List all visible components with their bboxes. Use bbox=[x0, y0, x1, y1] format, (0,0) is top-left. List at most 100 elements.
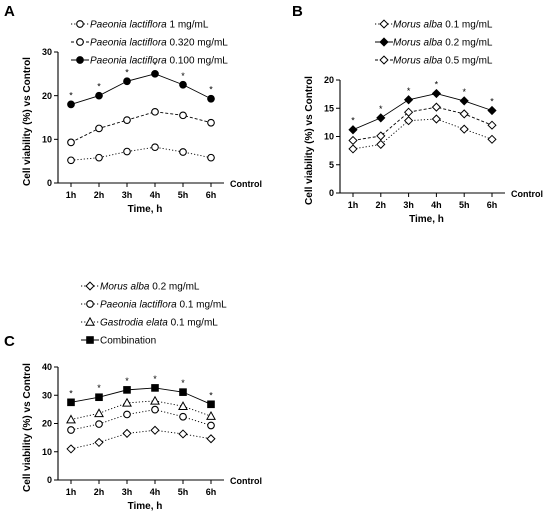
data-point bbox=[67, 398, 75, 407]
series-1 bbox=[67, 143, 215, 165]
data-point bbox=[151, 384, 159, 392]
data-point bbox=[403, 95, 414, 105]
series-2: * * * * * * bbox=[348, 80, 497, 135]
data-point bbox=[150, 395, 160, 405]
legend-entry-concentration: 0.320 mg/mL bbox=[167, 38, 229, 49]
data-point bbox=[95, 420, 103, 428]
x-tick-label: 4h bbox=[431, 200, 442, 210]
legend-entry: Paeonia lactiflora 0.100 mg/mL bbox=[90, 56, 228, 67]
data-point bbox=[95, 153, 103, 162]
legend-entry-species: Paeonia lactiflora bbox=[90, 20, 167, 31]
y-tick-label: 30 bbox=[42, 47, 52, 57]
data-point bbox=[403, 107, 414, 117]
significance-star: * bbox=[69, 90, 73, 100]
significance-star: * bbox=[181, 71, 185, 81]
x-tick-label: 3h bbox=[122, 190, 133, 200]
data-point bbox=[95, 124, 103, 133]
legend-entry: Morus alba 0.2 mg/mL bbox=[393, 38, 493, 49]
significance-star: * bbox=[209, 390, 213, 400]
x-control-label: Control bbox=[230, 476, 262, 486]
legend-entry: Paeonia lactiflora 1 mg/mL bbox=[90, 20, 209, 31]
series-4: * * * * * * bbox=[67, 374, 215, 409]
data-point bbox=[66, 444, 76, 454]
y-tick-label: 0 bbox=[47, 178, 52, 188]
x-tick-label: 2h bbox=[94, 487, 105, 497]
panel-a: A Paeonia lactiflora 1 mg/mL Paeonia lacti… bbox=[0, 0, 275, 255]
data-point bbox=[348, 125, 358, 135]
y-tick-label: 0 bbox=[329, 188, 334, 198]
series-3: * * * * * * bbox=[67, 60, 215, 109]
data-point bbox=[459, 96, 469, 106]
significance-star: * bbox=[490, 97, 494, 107]
significance-star: * bbox=[181, 378, 185, 388]
x-axis-title: Time, h bbox=[128, 204, 163, 215]
data-point bbox=[178, 429, 188, 439]
data-point bbox=[151, 143, 159, 152]
legend-entry-species: Morus alba bbox=[393, 38, 443, 49]
data-point bbox=[431, 114, 442, 124]
data-point bbox=[178, 401, 188, 411]
series-line bbox=[352, 106, 493, 141]
y-tick-label: 20 bbox=[324, 75, 334, 85]
legend-entry: Paeonia lactiflora 0.1 mg/mL bbox=[100, 300, 227, 311]
legend-marker bbox=[86, 300, 94, 308]
series-line bbox=[70, 73, 212, 105]
significance-star: * bbox=[435, 80, 439, 90]
data-point bbox=[151, 69, 159, 78]
legend-entry-concentration: 0.2 mg/mL bbox=[149, 282, 199, 293]
data-point bbox=[207, 153, 215, 162]
series-line bbox=[352, 93, 493, 131]
x-tick-label: 5h bbox=[459, 200, 470, 210]
legend-marker bbox=[379, 37, 389, 47]
data-point bbox=[67, 138, 75, 147]
legend: Morus alba 0.2 mg/mL Paeonia lactiflora 0… bbox=[81, 281, 227, 347]
legend-entry: Combination bbox=[100, 336, 156, 347]
x-axis-title: Time, h bbox=[128, 501, 163, 512]
data-point bbox=[179, 148, 187, 156]
legend-entry: Gastrodia elata 0.1 mg/mL bbox=[100, 318, 218, 329]
x-tick-label: 3h bbox=[403, 200, 414, 210]
significance-star: * bbox=[97, 383, 101, 393]
series-3 bbox=[348, 102, 497, 146]
series-line bbox=[70, 146, 212, 161]
panel-label: B bbox=[292, 3, 303, 20]
series-2 bbox=[67, 405, 215, 434]
data-point bbox=[123, 386, 131, 394]
legend-entry: Morus alba 0.5 mg/mL bbox=[393, 56, 493, 67]
data-point bbox=[123, 77, 131, 86]
data-point bbox=[151, 107, 159, 116]
y-tick-label: 20 bbox=[42, 91, 52, 101]
data-point bbox=[95, 393, 103, 402]
panel-b: B Morus alba 0.1 mg/mL Morus alba 0.2 mg/m… bbox=[275, 0, 550, 255]
series-line bbox=[70, 429, 212, 450]
x-tick-label: 5h bbox=[178, 487, 189, 497]
y-axis-title: Cell viability (%) vs Control bbox=[22, 57, 33, 186]
data-point bbox=[67, 426, 75, 434]
legend-entry-species: Morus alba bbox=[393, 56, 443, 67]
legend-entry-concentration: 0.2 mg/mL bbox=[442, 38, 492, 49]
y-tick-label: 10 bbox=[42, 135, 52, 145]
data-point bbox=[487, 134, 497, 144]
data-point bbox=[150, 425, 160, 435]
x-tick-label: 6h bbox=[206, 487, 217, 497]
y-tick-label: 5 bbox=[329, 160, 334, 170]
data-point bbox=[487, 105, 497, 116]
data-point bbox=[123, 147, 131, 156]
data-point bbox=[459, 124, 469, 134]
significance-star: * bbox=[407, 86, 411, 96]
data-point bbox=[207, 118, 215, 127]
x-tick-label: 1h bbox=[348, 200, 359, 210]
data-point bbox=[179, 388, 187, 396]
data-point bbox=[207, 94, 215, 103]
series-line bbox=[70, 409, 212, 431]
x-tick-label: 6h bbox=[487, 200, 498, 210]
data-point bbox=[67, 100, 75, 109]
series-2 bbox=[67, 107, 215, 147]
chart-b: B Morus alba 0.1 mg/mL Morus alba 0.2 mg/m… bbox=[292, 3, 543, 225]
legend-marker bbox=[76, 20, 84, 28]
legend-marker bbox=[86, 336, 94, 344]
legend-entry: Morus alba 0.1 mg/mL bbox=[393, 20, 493, 31]
y-tick-label: 40 bbox=[42, 362, 52, 372]
